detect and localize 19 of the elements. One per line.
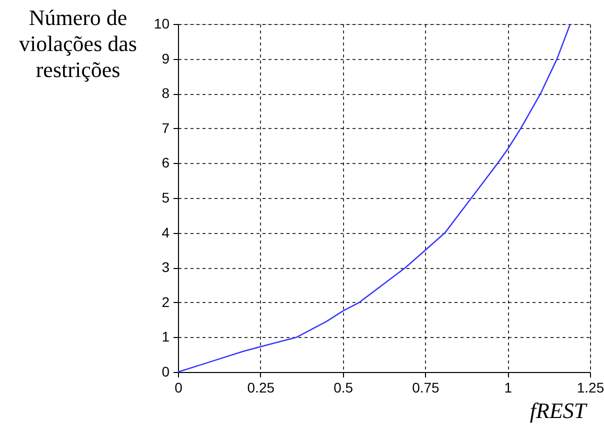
- y-tick-label: 10: [154, 16, 170, 32]
- y-tick-label: 8: [162, 85, 170, 102]
- x-tick-label: 1.25: [576, 380, 604, 396]
- y-tick-label: 9: [162, 50, 170, 66]
- y-tick-label: 4: [162, 224, 170, 240]
- x-axis-title: fREST: [530, 398, 588, 423]
- y-axis-title: Número de violações das restrições: [19, 5, 137, 82]
- y-tick-label: 0: [162, 364, 170, 380]
- x-tick-label: 0: [174, 380, 183, 396]
- x-tick-label: 0.5: [334, 380, 354, 396]
- x-tick-label: 0.25: [247, 380, 275, 396]
- x-tick-label: 0.75: [412, 380, 440, 396]
- y-tick-label: 3: [162, 259, 170, 276]
- y-tick-label: 5: [162, 190, 170, 206]
- x-tick-label: 1: [504, 380, 512, 396]
- y-tick-label: 2: [162, 294, 170, 310]
- y-tick-label: 6: [162, 154, 170, 171]
- y-tick-label: 7: [162, 120, 170, 136]
- y-tick-label: 1: [162, 328, 170, 345]
